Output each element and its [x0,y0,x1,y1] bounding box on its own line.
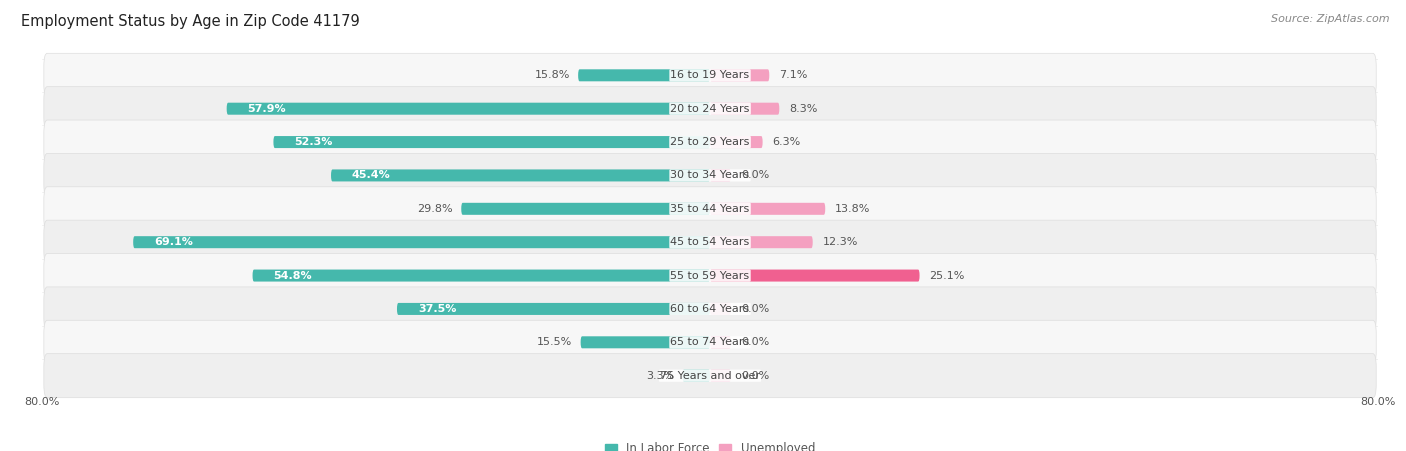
Text: 52.3%: 52.3% [294,137,333,147]
Text: 12.3%: 12.3% [823,237,858,247]
FancyBboxPatch shape [226,103,710,115]
Text: 8.3%: 8.3% [789,104,818,114]
FancyBboxPatch shape [710,170,731,181]
FancyBboxPatch shape [44,53,1376,97]
FancyBboxPatch shape [44,354,1376,398]
Text: 75 Years and over: 75 Years and over [659,371,761,381]
FancyBboxPatch shape [710,136,762,148]
Text: 45.4%: 45.4% [352,170,391,180]
FancyBboxPatch shape [710,236,813,248]
Text: Source: ZipAtlas.com: Source: ZipAtlas.com [1271,14,1389,23]
Text: Employment Status by Age in Zip Code 41179: Employment Status by Age in Zip Code 411… [21,14,360,28]
FancyBboxPatch shape [44,120,1376,164]
FancyBboxPatch shape [273,136,710,148]
FancyBboxPatch shape [44,87,1376,131]
FancyBboxPatch shape [710,370,731,382]
Text: 35 to 44 Years: 35 to 44 Years [671,204,749,214]
Text: 13.8%: 13.8% [835,204,870,214]
Text: 54.8%: 54.8% [273,271,312,281]
FancyBboxPatch shape [44,187,1376,231]
FancyBboxPatch shape [710,103,779,115]
FancyBboxPatch shape [253,270,710,281]
Text: 69.1%: 69.1% [155,237,193,247]
Text: 3.3%: 3.3% [645,371,673,381]
FancyBboxPatch shape [710,203,825,215]
Text: 0.0%: 0.0% [741,170,769,180]
FancyBboxPatch shape [44,320,1376,364]
FancyBboxPatch shape [44,153,1376,198]
FancyBboxPatch shape [710,336,731,348]
Text: 16 to 19 Years: 16 to 19 Years [671,70,749,80]
Text: 15.5%: 15.5% [537,337,572,347]
Text: 30 to 34 Years: 30 to 34 Years [671,170,749,180]
FancyBboxPatch shape [396,303,710,315]
Text: 0.0%: 0.0% [741,304,769,314]
FancyBboxPatch shape [44,253,1376,298]
FancyBboxPatch shape [330,170,710,181]
Text: 15.8%: 15.8% [534,70,569,80]
Text: 20 to 24 Years: 20 to 24 Years [671,104,749,114]
Text: 25.1%: 25.1% [929,271,965,281]
Text: 0.0%: 0.0% [741,371,769,381]
Text: 57.9%: 57.9% [247,104,287,114]
Text: 60 to 64 Years: 60 to 64 Years [671,304,749,314]
FancyBboxPatch shape [134,236,710,248]
FancyBboxPatch shape [578,69,710,81]
FancyBboxPatch shape [682,370,710,382]
Text: 65 to 74 Years: 65 to 74 Years [671,337,749,347]
Text: 29.8%: 29.8% [418,204,453,214]
Text: 0.0%: 0.0% [741,337,769,347]
Text: 6.3%: 6.3% [773,137,801,147]
Text: 25 to 29 Years: 25 to 29 Years [671,137,749,147]
FancyBboxPatch shape [44,220,1376,264]
FancyBboxPatch shape [710,270,920,281]
Legend: In Labor Force, Unemployed: In Labor Force, Unemployed [600,437,820,451]
Text: 7.1%: 7.1% [779,70,807,80]
Text: 55 to 59 Years: 55 to 59 Years [671,271,749,281]
Text: 45 to 54 Years: 45 to 54 Years [671,237,749,247]
FancyBboxPatch shape [710,303,731,315]
FancyBboxPatch shape [581,336,710,348]
Text: 37.5%: 37.5% [418,304,456,314]
FancyBboxPatch shape [44,287,1376,331]
FancyBboxPatch shape [710,69,769,81]
FancyBboxPatch shape [461,203,710,215]
